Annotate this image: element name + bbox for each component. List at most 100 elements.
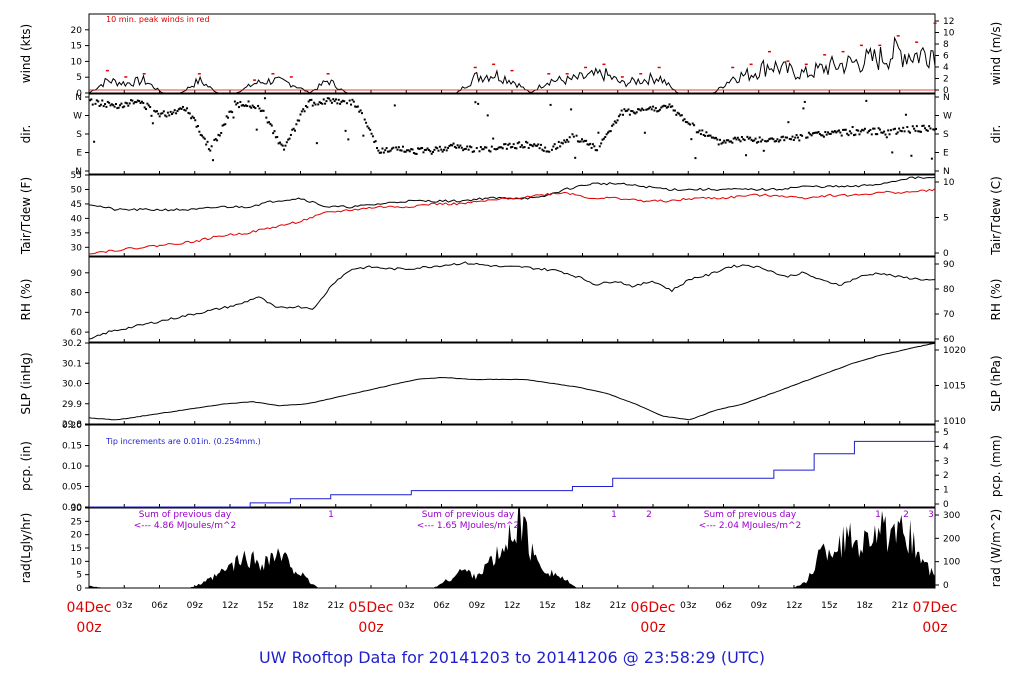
- y-tick-label: 55: [71, 171, 82, 181]
- direction-point: [891, 151, 894, 154]
- direction-point: [777, 140, 780, 143]
- direction-point: [650, 108, 653, 111]
- y-tick-label-right: 5: [943, 214, 949, 224]
- wind-peak-mark: [510, 69, 514, 72]
- direction-point: [712, 136, 715, 139]
- direction-point: [507, 143, 510, 146]
- direction-point: [544, 146, 547, 149]
- direction-point: [259, 110, 262, 113]
- direction-point: [460, 146, 463, 149]
- direction-point: [335, 98, 338, 101]
- direction-point: [898, 127, 901, 130]
- direction-point: [540, 143, 543, 146]
- y-axis-label-right: Tair/Tdew (C): [989, 176, 1003, 256]
- direction-point: [196, 125, 199, 128]
- direction-point: [318, 101, 321, 104]
- direction-point: [652, 105, 655, 108]
- direction-point: [326, 97, 329, 100]
- direction-point: [417, 147, 420, 150]
- direction-point: [612, 123, 615, 126]
- direction-point: [656, 110, 659, 113]
- direction-point: [344, 129, 347, 132]
- direction-point: [850, 132, 853, 135]
- direction-point: [713, 137, 716, 140]
- direction-point: [628, 113, 631, 116]
- direction-point: [296, 119, 299, 122]
- direction-point: [99, 103, 102, 106]
- wind-peak-mark: [105, 69, 109, 72]
- direction-point: [114, 102, 117, 105]
- direction-point: [455, 146, 458, 149]
- weather-chart: wind (kts) wind (m/s)05101520024681012dir…: [19, 13, 1003, 636]
- y-axis-label-right: SLP (hPa): [989, 355, 1003, 411]
- wind-peak-mark: [731, 66, 735, 69]
- direction-point: [128, 102, 131, 105]
- direction-point: [231, 111, 234, 114]
- direction-point: [557, 140, 560, 143]
- x-tick-label: 21z: [328, 601, 344, 611]
- direction-point: [790, 138, 793, 141]
- panel-5: pcp. (in) pcp. (mm) 0.00 0.05 0.10 0.15 0.20 0 1…: [19, 421, 1003, 513]
- direction-point: [336, 102, 339, 105]
- direction-point: [121, 106, 124, 109]
- direction-point: [694, 157, 697, 160]
- direction-point: [563, 139, 566, 142]
- direction-point: [329, 99, 332, 102]
- direction-point: [131, 99, 134, 102]
- direction-point: [583, 139, 586, 142]
- y-tick-label: 45: [71, 200, 82, 210]
- direction-point: [680, 114, 683, 117]
- direction-point: [729, 140, 732, 143]
- direction-point: [421, 146, 424, 149]
- direction-point: [130, 99, 133, 102]
- direction-point: [899, 129, 902, 132]
- direction-point: [147, 104, 150, 107]
- direction-point: [376, 147, 379, 150]
- direction-point: [929, 127, 932, 130]
- direction-point: [255, 128, 258, 131]
- direction-point: [814, 131, 817, 134]
- y-tick-label: 0: [76, 584, 82, 594]
- direction-point: [805, 136, 808, 139]
- direction-point: [571, 133, 574, 136]
- y-tick-label-right: 300: [943, 511, 960, 521]
- y-tick-label: W: [73, 112, 82, 122]
- direction-point: [295, 123, 298, 126]
- direction-point: [354, 105, 357, 108]
- direction-point: [895, 132, 898, 135]
- direction-point: [404, 150, 407, 153]
- direction-point: [846, 132, 849, 135]
- radiation-mark: 1: [328, 510, 334, 520]
- direction-point: [918, 130, 921, 133]
- direction-point: [578, 140, 581, 143]
- direction-point: [906, 126, 909, 129]
- direction-point: [533, 143, 536, 146]
- direction-point: [844, 128, 847, 131]
- direction-point: [445, 149, 448, 152]
- y-tick-label-right: N: [943, 167, 950, 177]
- direction-point: [831, 130, 834, 133]
- direction-point: [900, 130, 903, 133]
- y-tick-label-right: 90: [943, 260, 955, 270]
- direction-point: [861, 128, 864, 131]
- direction-point: [518, 141, 521, 144]
- direction-point: [604, 136, 607, 139]
- direction-point: [754, 137, 757, 140]
- direction-point: [426, 147, 429, 150]
- direction-point: [658, 108, 661, 111]
- direction-point: [415, 152, 418, 155]
- date-label-time: 00z: [358, 620, 383, 636]
- direction-point: [568, 136, 571, 139]
- direction-point: [770, 137, 773, 140]
- direction-point: [127, 104, 130, 107]
- direction-point: [109, 104, 112, 107]
- direction-point: [441, 150, 444, 153]
- radiation-series: Sum of previous day<--- 4.86 MJoules/m^2…: [89, 508, 935, 588]
- direction-point: [821, 134, 824, 137]
- direction-point: [280, 143, 283, 146]
- direction-point: [292, 127, 295, 130]
- direction-point: [913, 127, 916, 130]
- direction-point: [105, 105, 108, 108]
- direction-point: [285, 141, 288, 144]
- direction-point: [549, 103, 552, 106]
